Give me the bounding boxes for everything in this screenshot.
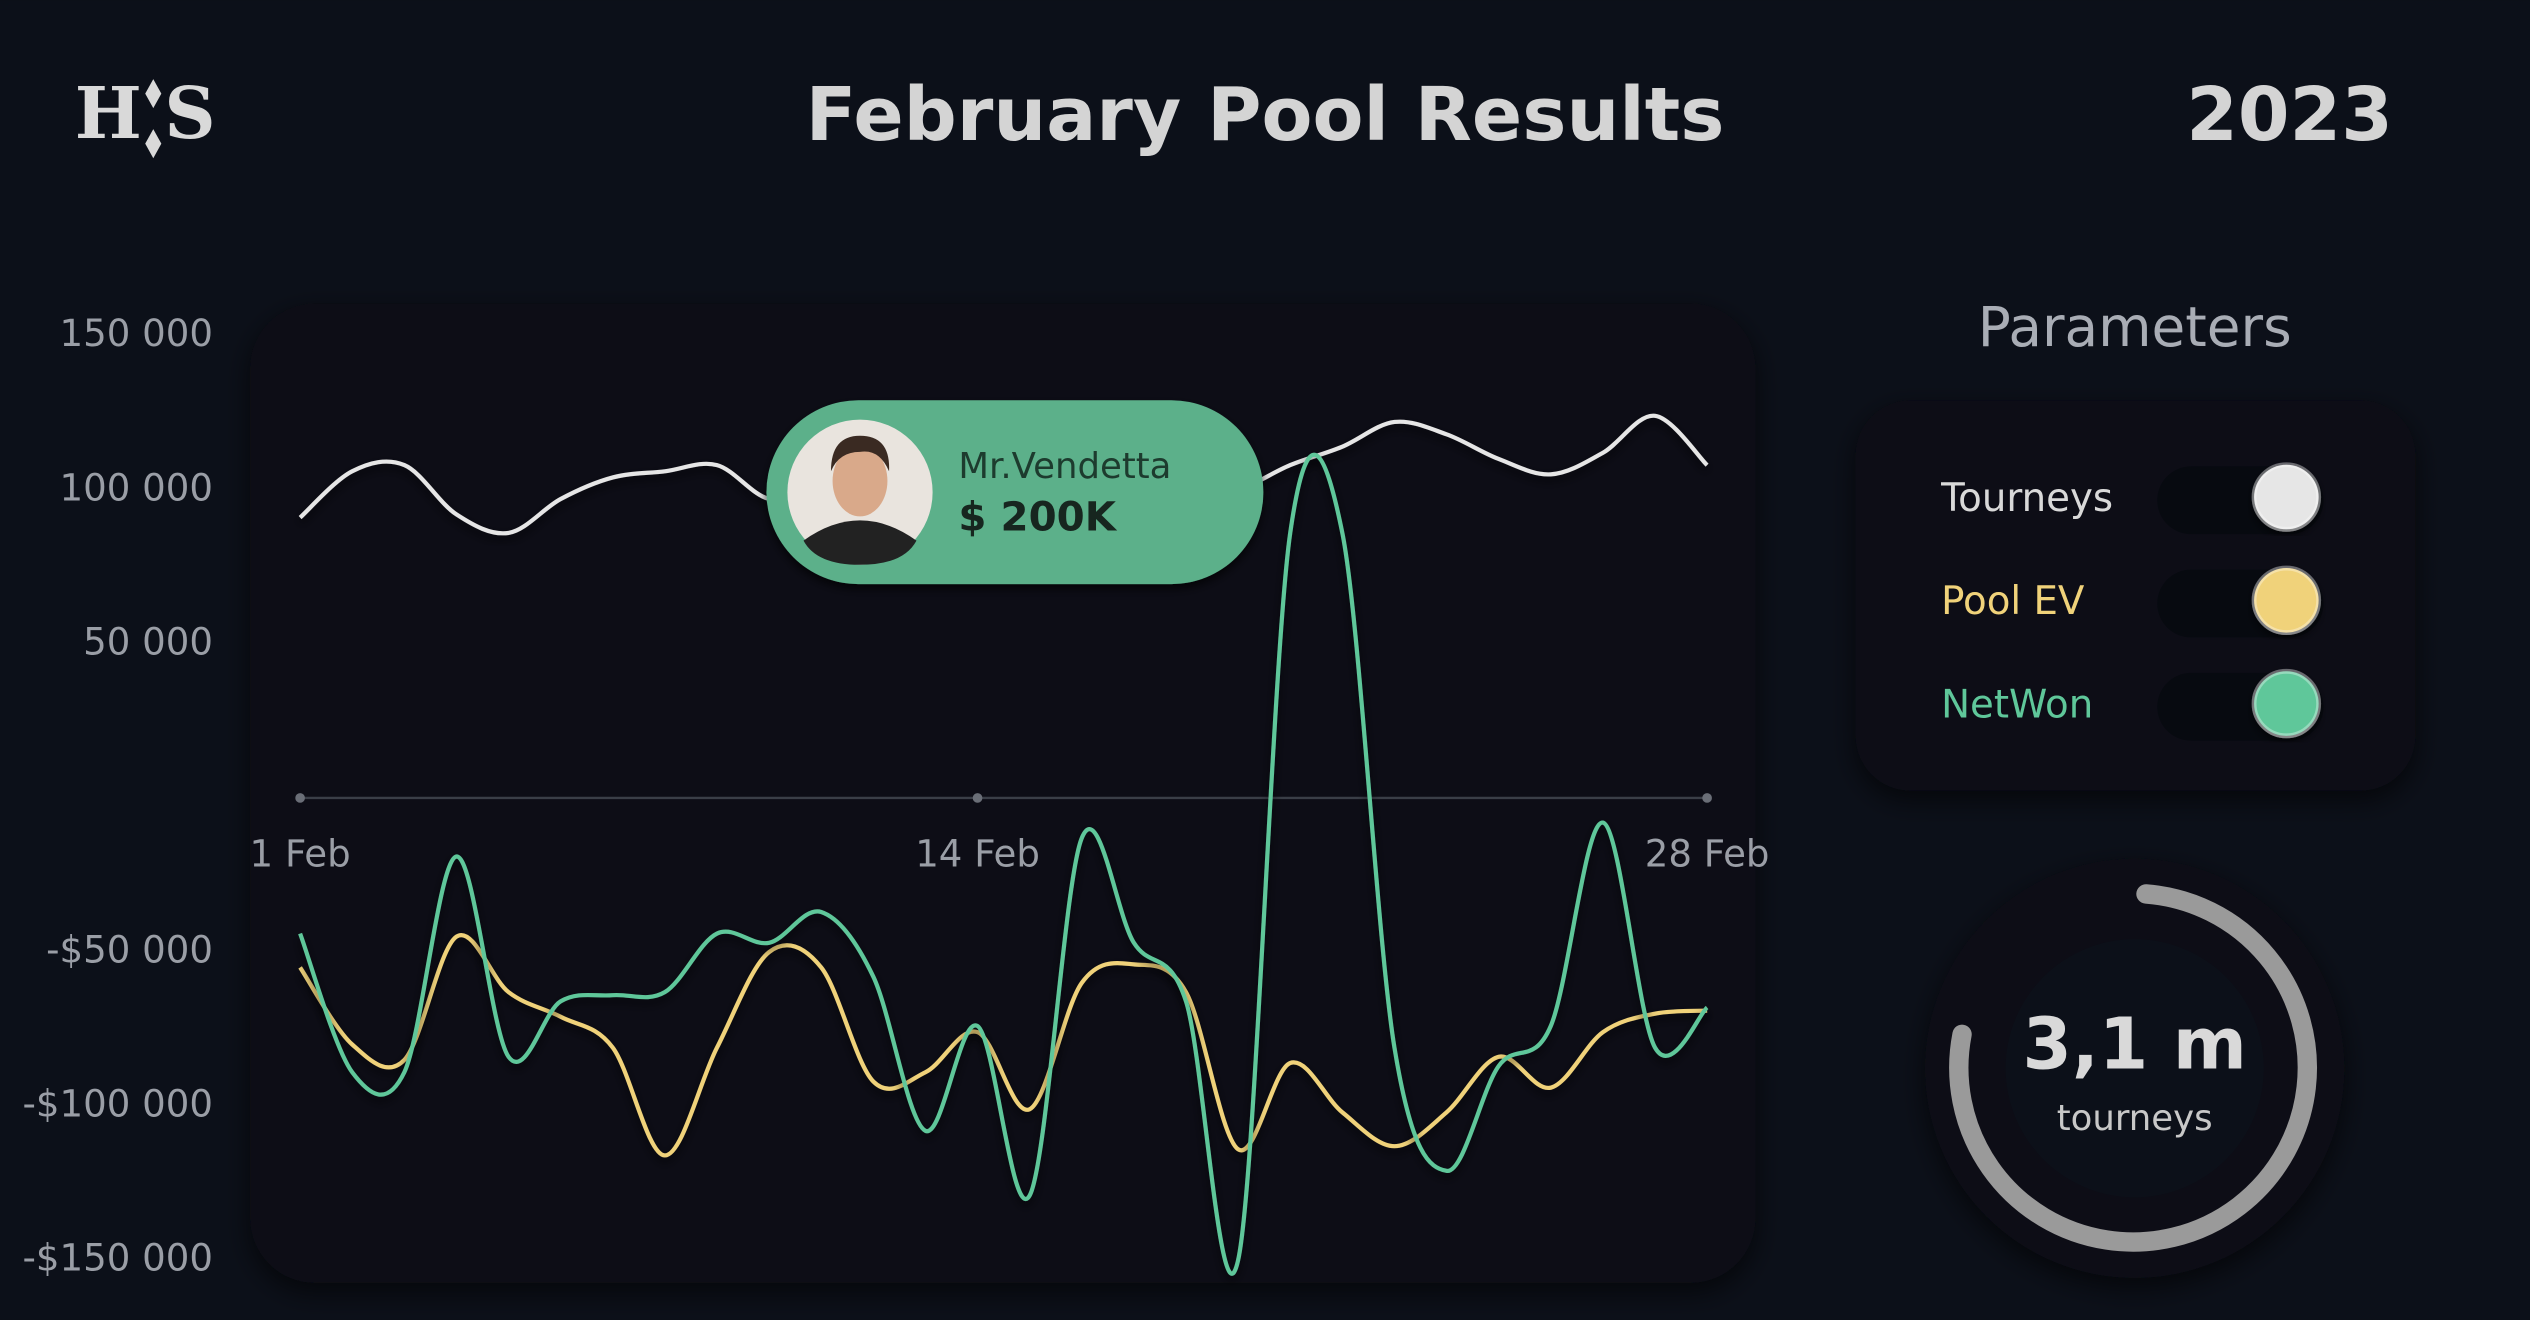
parameters-panel [1855, 400, 2416, 791]
y-tick-label: -$150 000 [23, 1237, 213, 1280]
avatar-hair [830, 435, 890, 472]
gauge-inner [2005, 939, 2264, 1198]
x-tick-label: 28 Feb [1645, 833, 1770, 876]
toggle-knob[interactable] [2251, 462, 2322, 532]
toggle-knob[interactable] [2251, 565, 2322, 635]
x-tick-label: 1 Feb [250, 833, 351, 876]
y-tick-label: -$50 000 [46, 929, 213, 972]
x-tick-dot [1702, 793, 1712, 803]
toggle-knob[interactable] [2251, 668, 2322, 739]
series-line [298, 933, 1708, 1158]
x-tick-label: 14 Feb [915, 833, 1040, 876]
gauge-value: 3,1 m [2022, 1002, 2246, 1085]
y-tick-label: 150 000 [60, 312, 213, 355]
chart-panel [250, 303, 1756, 1283]
gauge: 3,1 m tourneys [1924, 858, 2345, 1278]
avatar-shirt [803, 520, 917, 565]
tooltip-amount: $ 200K [958, 494, 1117, 541]
x-tick-dot [295, 793, 305, 803]
y-tick-label: -$100 000 [23, 1083, 213, 1126]
x-tick-dot [972, 793, 983, 803]
logo-diamond [145, 79, 162, 159]
logo-text: HS [75, 71, 239, 155]
parameters-title: Parameters [1978, 295, 2292, 359]
legend-label: NetWon [1941, 682, 2093, 727]
y-tick-label: 100 000 [60, 466, 213, 509]
series-line [298, 452, 1709, 1276]
plot: 150 000 100 000 50 000 -$50 000 -$100 000 -$1… [23, 312, 1770, 1280]
tooltip: Mr.Vendetta $ 200K [766, 400, 1264, 585]
year: 2023 [2186, 71, 2393, 158]
gauge-arc [1949, 884, 2318, 1252]
parameters-list: Tourneys Pool EV NetWon [1940, 462, 2324, 741]
legend-label: Pool EV [1941, 579, 2085, 624]
avatar-face [832, 445, 888, 517]
tooltip-name: Mr.Vendetta [958, 446, 1171, 487]
y-tick-label: 50 000 [83, 620, 213, 663]
page-title: February Pool Results [806, 71, 1725, 158]
legend-label: Tourneys [1940, 476, 2113, 521]
logo: HS [75, 71, 239, 159]
gauge-unit: tourneys [2057, 1098, 2213, 1139]
